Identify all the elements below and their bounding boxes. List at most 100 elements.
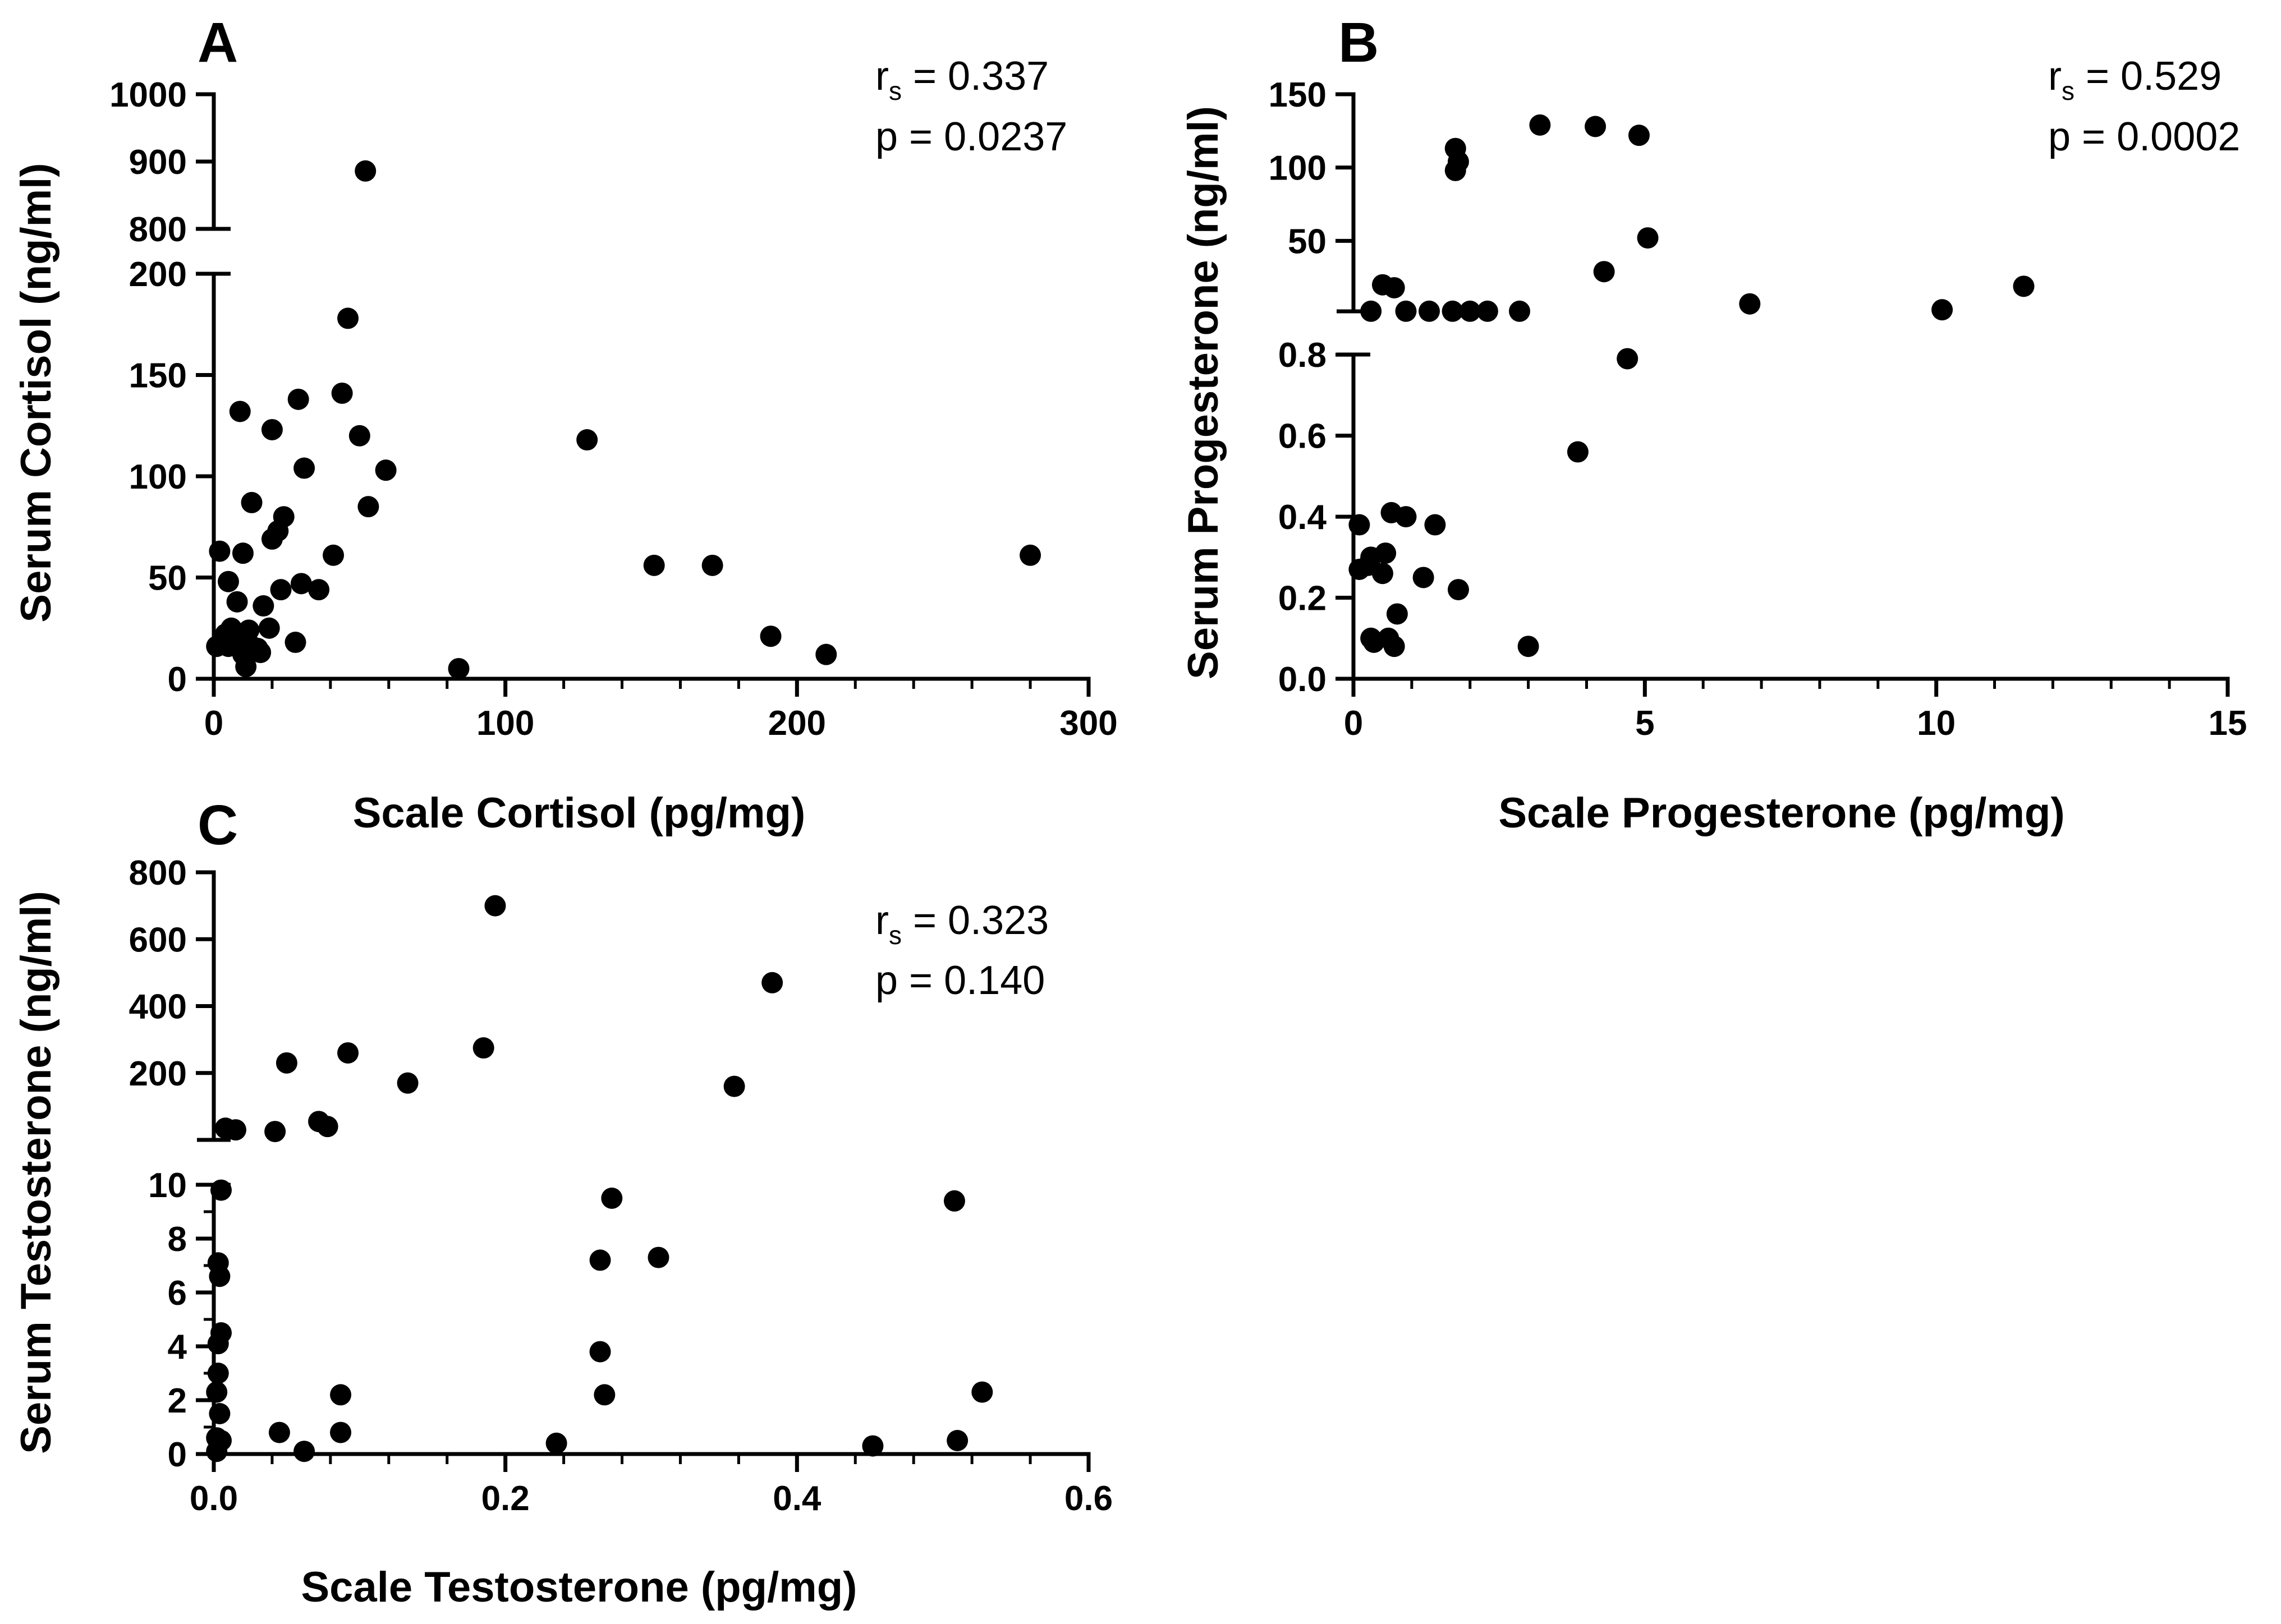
y-tick-label-lower: 6 — [168, 1274, 187, 1313]
data-point — [1517, 636, 1539, 657]
data-point — [472, 1037, 494, 1059]
data-point — [1395, 300, 1417, 322]
data-point — [1424, 514, 1446, 536]
panel-a-r-stat: rs = 0.337 — [875, 54, 1049, 105]
data-point — [576, 429, 598, 451]
data-point — [290, 573, 312, 595]
data-point — [264, 1121, 286, 1143]
panel-b-axes: 0 5 10 15 0.0 0.2 0.4 0.6 0.8 50 100 150 — [1269, 76, 2247, 743]
panel-c-r-stat: rs = 0.323 — [875, 898, 1049, 950]
data-point — [210, 1179, 232, 1201]
data-point — [232, 542, 254, 564]
data-point — [330, 1421, 352, 1443]
data-point — [308, 579, 330, 601]
data-point — [258, 617, 280, 639]
data-point — [815, 643, 837, 665]
y-tick-label-upper: 1000 — [109, 76, 187, 114]
data-point — [723, 1075, 745, 1097]
data-point — [1567, 441, 1589, 463]
panel-c-p-stat: p = 0.140 — [875, 958, 1045, 1003]
x-tick-label: 300 — [1059, 704, 1117, 743]
data-point — [1447, 151, 1469, 173]
y-tick-label-upper: 150 — [1269, 76, 1327, 114]
y-tick-label-upper: 50 — [1288, 222, 1327, 261]
data-point — [760, 625, 782, 647]
x-tick-label: 0.4 — [773, 1479, 821, 1518]
data-point — [316, 1116, 338, 1138]
data-point — [253, 595, 274, 617]
data-point — [1628, 125, 1650, 146]
y-tick-label-lower: 200 — [129, 255, 187, 294]
x-tick-label: 15 — [2209, 704, 2247, 743]
data-point — [701, 554, 723, 576]
data-point — [293, 457, 315, 479]
data-point — [1637, 227, 1659, 249]
data-point — [209, 1266, 231, 1287]
y-tick-label-upper: 400 — [129, 988, 187, 1027]
panel-b: B rs = 0.529 p = 0.0002 Scale Progestero… — [1179, 11, 2247, 837]
data-point — [209, 1403, 231, 1424]
data-point — [337, 307, 359, 329]
data-point — [250, 642, 272, 664]
data-point — [601, 1188, 623, 1209]
x-tick-label: 0.0 — [190, 1479, 238, 1518]
panel-a-x-axis-title: Scale Cortisol (pg/mg) — [353, 789, 806, 837]
panel-b-x-axis-title: Scale Progesterone (pg/mg) — [1498, 789, 2064, 837]
x-tick-label: 0.6 — [1064, 1479, 1113, 1518]
data-point — [1375, 542, 1397, 564]
data-point — [217, 571, 239, 592]
data-point — [862, 1435, 884, 1457]
x-tick-label: 0 — [204, 704, 223, 743]
data-point — [1395, 506, 1417, 528]
y-tick-label-lower: 4 — [168, 1328, 187, 1367]
y-tick-label-upper: 800 — [129, 854, 187, 892]
data-point — [238, 619, 260, 641]
data-point — [648, 1246, 669, 1268]
panel-a-points — [206, 160, 1041, 679]
panel-a-letter: A — [198, 11, 238, 74]
panel-a-p-stat: p = 0.0237 — [875, 114, 1067, 159]
y-tick-label-lower: 50 — [148, 559, 187, 598]
data-point — [1593, 261, 1615, 283]
y-tick-label-lower: 0 — [168, 660, 187, 699]
data-point — [1585, 116, 1607, 137]
data-point — [273, 506, 295, 528]
data-point — [589, 1249, 611, 1271]
data-point — [355, 160, 377, 182]
panel-a-axes: 0 100 200 300 0 50 100 150 200 800 900 1000 — [109, 76, 1118, 743]
y-tick-label-lower: 8 — [168, 1220, 187, 1259]
y-tick-label-lower: 0.4 — [1278, 498, 1327, 537]
data-point — [1739, 293, 1761, 315]
data-point — [330, 1384, 352, 1406]
y-tick-label-upper: 600 — [129, 921, 187, 959]
data-point — [1476, 300, 1498, 322]
panel-b-y-axis-title: Serum Progesterone (ng/ml) — [1179, 106, 1227, 679]
data-point — [1383, 277, 1405, 298]
y-tick-label-upper: 100 — [1269, 149, 1327, 188]
data-point — [1348, 514, 1370, 536]
x-tick-label: 0 — [1344, 704, 1363, 743]
y-tick-label-upper: 800 — [129, 210, 187, 249]
data-point — [206, 1381, 228, 1403]
y-tick-label-lower: 150 — [129, 357, 187, 395]
data-point — [1412, 567, 1434, 588]
y-tick-label-lower: 2 — [168, 1382, 187, 1420]
data-point — [1529, 114, 1551, 136]
data-point — [293, 1441, 315, 1462]
data-point — [2013, 275, 2035, 297]
x-tick-label: 5 — [1635, 704, 1654, 743]
y-tick-label-upper: 200 — [129, 1055, 187, 1093]
data-point — [209, 540, 231, 562]
data-point — [241, 491, 263, 513]
data-point — [971, 1381, 993, 1403]
data-point — [594, 1384, 616, 1406]
data-point — [1509, 300, 1531, 322]
panel-c: C rs = 0.323 p = 0.140 Scale Testosteron… — [12, 794, 1113, 1611]
y-tick-label-lower: 0.6 — [1278, 417, 1327, 456]
y-tick-label-lower: 0.0 — [1278, 660, 1327, 699]
y-tick-label-lower: 0 — [168, 1436, 187, 1474]
y-tick-label-lower: 0.8 — [1278, 336, 1327, 375]
data-point — [1442, 300, 1463, 322]
data-point — [207, 1363, 229, 1384]
